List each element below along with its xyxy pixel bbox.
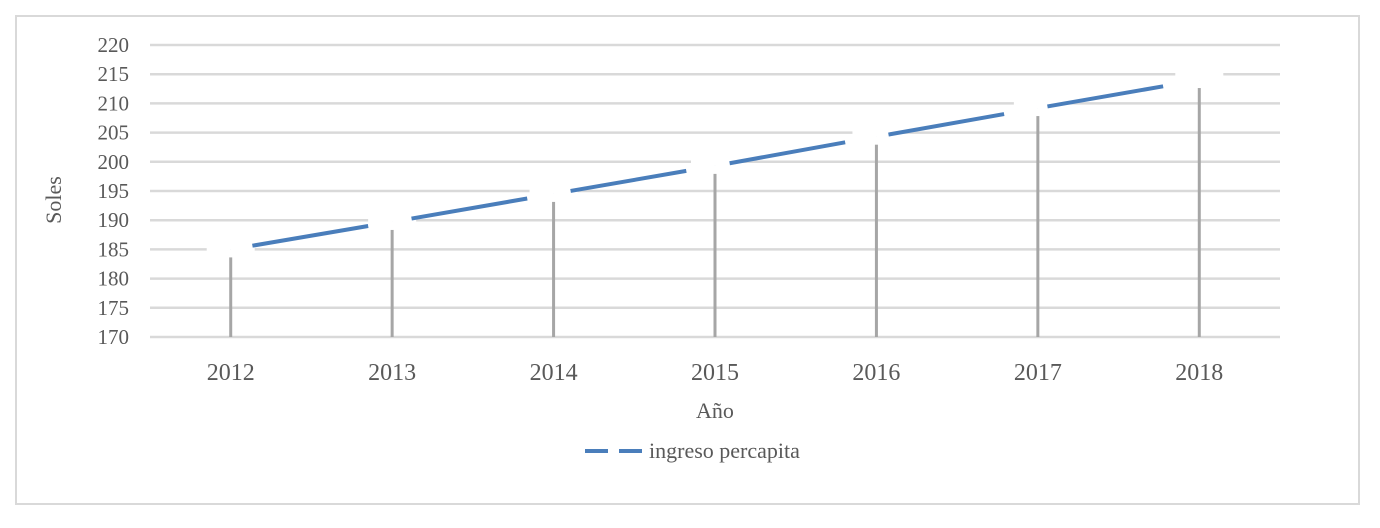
y-tick-label: 190 — [98, 208, 130, 232]
y-axis-title: Soles — [41, 176, 66, 224]
series-layer — [206, 72, 1224, 258]
x-tick-labels: 2012 2013 2014 2015 2016 2017 2018 — [207, 360, 1224, 386]
x-tick-label: 2017 — [1014, 360, 1062, 386]
legend: ingreso percapita — [585, 438, 800, 463]
y-tick-label: 170 — [98, 325, 130, 349]
x-tick-label: 2012 — [207, 360, 255, 386]
drop-lines — [229, 80, 1201, 337]
y-tick-label: 180 — [98, 267, 130, 291]
chart-frame — [15, 15, 1360, 505]
y-tick-label: 200 — [98, 150, 130, 174]
x-tick-label: 2015 — [691, 360, 739, 386]
x-tick-label: 2016 — [852, 360, 900, 386]
legend-label: ingreso percapita — [649, 438, 800, 463]
y-tick-labels: 220 215 210 205 200 195 190 185 180 175 170 — [98, 33, 130, 349]
y-tick-label: 185 — [98, 237, 130, 261]
y-tick-label: 205 — [98, 121, 130, 145]
x-tick-label: 2014 — [530, 360, 578, 386]
x-axis-title: Año — [696, 398, 734, 423]
y-tick-label: 210 — [98, 91, 130, 115]
y-tick-label: 220 — [98, 33, 130, 57]
x-tick-label: 2013 — [368, 360, 416, 386]
y-tick-label: 175 — [98, 296, 130, 320]
y-tick-label: 195 — [98, 179, 130, 203]
x-tick-label: 2018 — [1175, 360, 1223, 386]
y-tick-label: 215 — [98, 62, 130, 86]
